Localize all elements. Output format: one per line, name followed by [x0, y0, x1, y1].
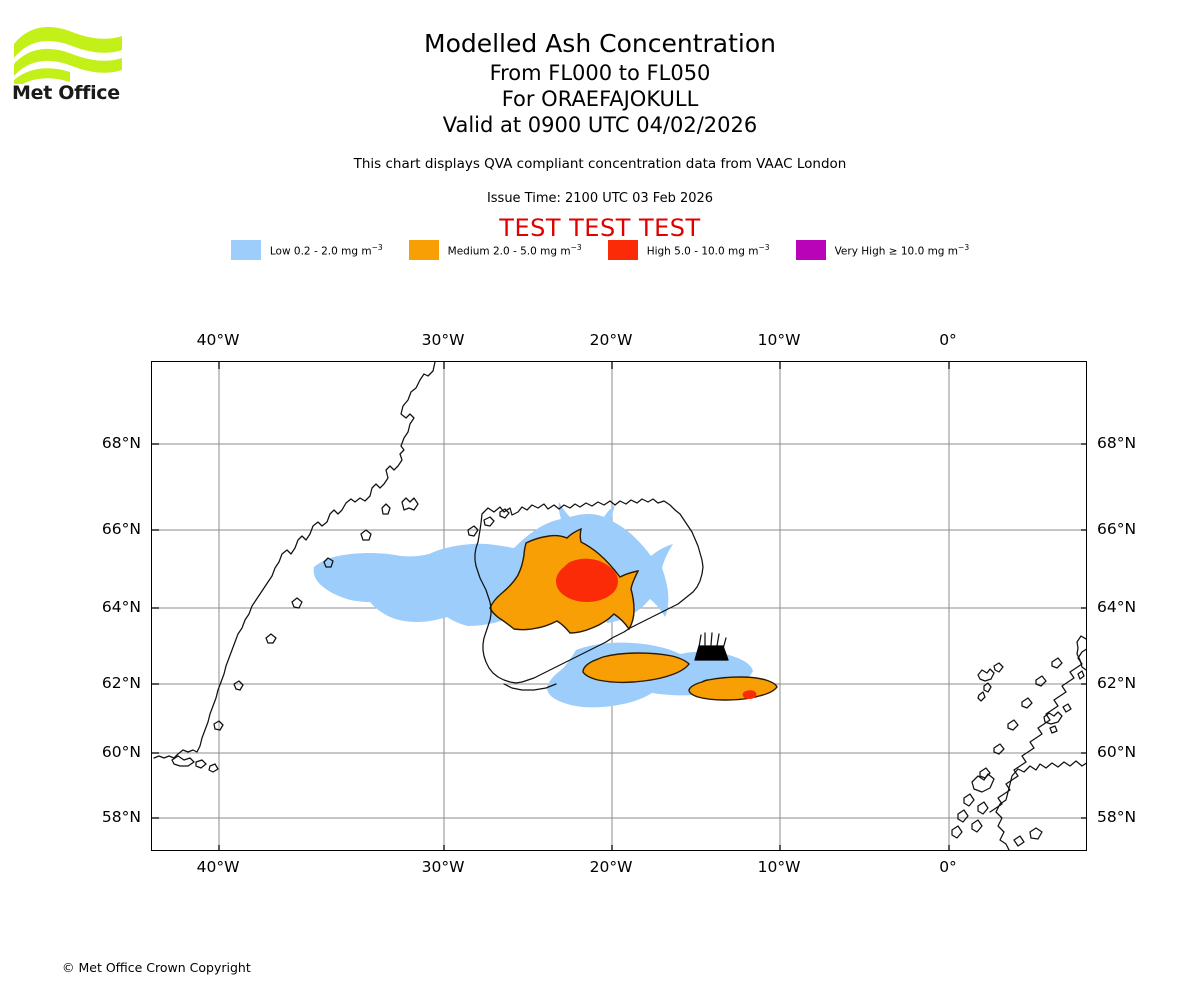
test-banner: TEST TEST TEST: [499, 214, 701, 242]
lat-tick-right-5: 58°N: [1097, 808, 1137, 826]
legend-swatch-very-high: [795, 240, 826, 260]
axis-ticks: [152, 362, 1086, 850]
lon-tick-top-0: 40°W: [196, 331, 240, 349]
legend-item-high: High 5.0 - 10.0 mg m−3: [607, 240, 796, 260]
legend-label-high: High 5.0 - 10.0 mg m−3: [646, 242, 770, 258]
lon-tick-top-3: 10°W: [757, 331, 801, 349]
lat-tick-left-3: 62°N: [101, 674, 141, 692]
issue-time: Issue Time: 2100 UTC 03 Feb 2026: [486, 191, 714, 206]
lat-tick-right-1: 66°N: [1097, 520, 1137, 538]
legend-swatch-medium: [408, 240, 439, 260]
ash-plume-high: [556, 558, 757, 699]
legend-label-medium: Medium 2.0 - 5.0 mg m−3: [447, 242, 582, 258]
legend-label-very-high: Very High ≥ 10.0 mg m−3: [834, 242, 970, 258]
copyright-notice: © Met Office Crown Copyright: [62, 960, 251, 975]
coastlines: [153, 362, 1086, 850]
legend-swatch-high: [607, 240, 638, 260]
coastline-norway: [989, 648, 1086, 813]
coastline-norway-islands: [979, 657, 1063, 779]
legend-item-low: Low 0.2 - 2.0 mg m−3: [230, 240, 409, 260]
met-office-logo: Met Office: [12, 22, 132, 117]
legend-label-low: Low 0.2 - 2.0 mg m−3: [269, 242, 383, 258]
chart-title-block: Modelled Ash Concentration From FL000 to…: [0, 28, 1200, 138]
coastline-greenland: [153, 362, 436, 759]
title-line-3: For ORAEFAJOKULL: [501, 87, 699, 111]
coastline-hebrides: [951, 773, 995, 839]
lat-tick-right-4: 60°N: [1097, 743, 1137, 761]
title-line-1: Modelled Ash Concentration: [424, 29, 776, 58]
coastline-orkney: [1043, 703, 1072, 734]
lat-tick-right-2: 64°N: [1097, 598, 1137, 616]
coastline-iceland: [474, 498, 704, 684]
coastline-shetland: [1076, 635, 1086, 671]
title-line-4: Valid at 0900 UTC 04/02/2026: [442, 113, 758, 137]
lat-tick-left-0: 68°N: [101, 434, 141, 452]
coastline-faroe: [977, 662, 1004, 702]
concentration-legend: Low 0.2 - 2.0 mg m−3 Medium 2.0 - 5.0 mg …: [0, 240, 1200, 260]
lat-tick-right-3: 62°N: [1097, 674, 1137, 692]
lon-tick-top-4: 0°: [939, 331, 957, 349]
lat-tick-left-2: 64°N: [101, 598, 141, 616]
lat-tick-left-4: 60°N: [101, 743, 141, 761]
lat-tick-right-0: 68°N: [1097, 434, 1137, 452]
volcano-icon: [694, 632, 729, 661]
coastline-scotland: [995, 760, 1086, 850]
lon-tick-bottom-4: 0°: [939, 858, 957, 876]
legend-swatch-low: [230, 240, 261, 260]
logo-wordmark: Met Office: [12, 82, 120, 104]
map-canvas: [152, 362, 1086, 850]
lon-tick-bottom-2: 20°W: [589, 858, 633, 876]
chart-subtitle: This chart displays QVA compliant concen…: [353, 156, 847, 172]
lat-tick-left-1: 66°N: [101, 520, 141, 538]
map-frame: [151, 361, 1087, 851]
title-line-2: From FL000 to FL050: [489, 61, 711, 85]
lon-tick-top-1: 30°W: [421, 331, 465, 349]
lon-tick-bottom-0: 40°W: [196, 858, 240, 876]
legend-item-medium: Medium 2.0 - 5.0 mg m−3: [408, 240, 608, 260]
lat-tick-left-5: 58°N: [101, 808, 141, 826]
lon-tick-bottom-3: 10°W: [757, 858, 801, 876]
lon-tick-bottom-1: 30°W: [421, 858, 465, 876]
wave-bands-icon: [14, 27, 122, 90]
legend-item-very-high: Very High ≥ 10.0 mg m−3: [795, 240, 970, 260]
lon-tick-top-2: 20°W: [589, 331, 633, 349]
map-panel: [151, 361, 1087, 851]
